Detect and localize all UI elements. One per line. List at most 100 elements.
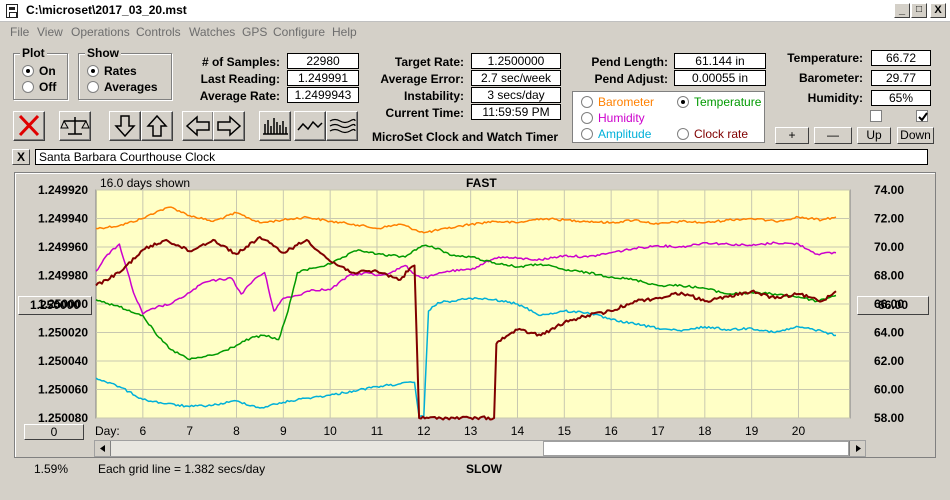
checkmark-icon [918, 112, 928, 122]
radio-icon [581, 128, 593, 140]
menu-help[interactable]: Help [332, 25, 357, 39]
menu-operations[interactable]: Operations [71, 25, 130, 39]
x-tick-label: 9 [280, 424, 287, 438]
scroll-thumb[interactable] [543, 441, 849, 456]
move-right-button[interactable] [213, 111, 245, 141]
histogram-button[interactable] [259, 111, 291, 141]
show-averages-radio[interactable]: Averages [87, 80, 158, 94]
source-temperature-radio[interactable]: Temperature [677, 95, 761, 109]
radio-icon [22, 81, 34, 93]
menu-file[interactable]: File [10, 25, 30, 39]
stop-button[interactable] [13, 111, 45, 141]
checkbox-left[interactable] [870, 110, 882, 122]
show-rates-radio[interactable]: Rates [87, 64, 137, 78]
balance-button[interactable] [59, 111, 91, 141]
x-tick-label: 16 [604, 424, 618, 438]
x-tick-label: 14 [511, 424, 525, 438]
close-button[interactable]: X [930, 3, 946, 18]
menu-view[interactable]: View [37, 25, 63, 39]
source-clock-rate-radio[interactable]: Clock rate [677, 127, 748, 141]
move-up-button[interactable] [141, 111, 173, 141]
source-clock-rate-label: Clock rate [694, 127, 749, 141]
balance-icon [60, 117, 90, 135]
pend-adjust-label: Pend Adjust: [594, 72, 668, 86]
slow-label: SLOW [466, 462, 502, 476]
plot-off-radio[interactable]: Off [22, 80, 56, 94]
multi-wave-icon [329, 118, 356, 134]
scale-plus-button[interactable]: + [775, 127, 809, 144]
checkbox-right[interactable] [916, 110, 928, 122]
temperature-label: Temperature: [787, 51, 863, 65]
radio-selected-icon [677, 96, 689, 108]
right-tick-label: 62.00 [874, 354, 904, 368]
left-tick-label: 1.249920 [38, 183, 88, 197]
scroll-left-button[interactable] [95, 441, 111, 456]
close-icon [18, 114, 40, 137]
right-tick-label: 70.00 [874, 240, 904, 254]
x-tick-label: 8 [233, 424, 240, 438]
left-scale-center-button[interactable]: 1.250000 [18, 296, 92, 315]
series-line-humidity [95, 241, 837, 315]
menu-configure[interactable]: Configure [273, 25, 326, 39]
move-down-button[interactable] [109, 111, 141, 141]
maximize-button[interactable]: □ [911, 3, 927, 18]
average-error-label: Average Error: [380, 72, 464, 86]
menu-controls[interactable]: Controls [136, 25, 181, 39]
current-time-value: 11:59:59 PM [471, 104, 561, 120]
target-rate-value: 1.2500000 [471, 53, 561, 69]
line-plot-button[interactable] [294, 111, 326, 141]
current-time-label: Current Time: [385, 106, 464, 120]
plot-on-label: On [39, 64, 56, 78]
multi-plot-button[interactable] [326, 111, 358, 141]
humidity-label: Humidity: [807, 91, 863, 105]
x-tick-label: 11 [371, 424, 384, 438]
x-tick-label: 20 [792, 424, 806, 438]
scroll-right-button[interactable] [849, 441, 865, 456]
right-scale-center-button[interactable]: 66.00 [857, 296, 929, 315]
radio-icon [677, 128, 689, 140]
show-averages-label: Averages [104, 80, 158, 94]
source-amplitude-label: Amplitude [598, 127, 652, 141]
radio-icon [581, 96, 593, 108]
chart-frame [14, 172, 936, 458]
target-rate-label: Target Rate: [394, 55, 464, 69]
left-tick-label: 1.250060 [38, 383, 88, 397]
arrow-up-icon [146, 114, 168, 137]
series-line-clock-rate [95, 236, 837, 421]
menu-watches[interactable]: Watches [189, 25, 236, 39]
source-barometer-radio[interactable]: Barometer [581, 95, 654, 109]
move-left-button[interactable] [182, 111, 214, 141]
horizontal-scrollbar[interactable] [94, 440, 866, 457]
source-humidity-radio[interactable]: Humidity [581, 111, 645, 125]
minimize-button[interactable]: _ [894, 3, 910, 18]
clock-name-field[interactable]: Santa Barbara Courthouse Clock [35, 149, 928, 165]
scale-down-button[interactable]: Down [897, 127, 934, 144]
clear-clock-button[interactable]: X [12, 149, 30, 165]
show-rates-label: Rates [104, 64, 137, 78]
source-amplitude-radio[interactable]: Amplitude [581, 127, 651, 141]
right-tick-label: 74.00 [874, 183, 904, 197]
plot-on-radio[interactable]: On [22, 64, 56, 78]
right-tick-label: 60.00 [874, 383, 904, 397]
series-line-amplitude [95, 297, 837, 418]
left-tick-label: 1.249980 [38, 269, 88, 283]
right-tick-label: 72.00 [874, 212, 904, 226]
title-bar: C:\microset\2017_03_20.mst _ □ X [0, 0, 950, 22]
offset-button[interactable]: 0 [24, 424, 84, 440]
x-axis-ticks: 6 7 8 9 10 11 12 13 14 15 16 17 18 19 20 [139, 424, 805, 438]
x-tick-label: 19 [745, 424, 759, 438]
samples-value: 22980 [287, 53, 359, 69]
scale-up-button[interactable]: Up [857, 127, 891, 144]
last-reading-label: Last Reading: [200, 72, 280, 86]
right-tick-label: 64.00 [874, 326, 904, 340]
scale-minus-button[interactable]: — [814, 127, 852, 144]
triangle-left-icon [100, 445, 105, 452]
plot-group: Plot On Off [13, 46, 68, 100]
pend-adjust-value: 0.00055 in [674, 70, 766, 86]
menu-gps[interactable]: GPS [242, 25, 268, 39]
fast-label: FAST [466, 176, 497, 190]
last-reading-value: 1.249991 [287, 70, 359, 86]
source-barometer-label: Barometer [598, 95, 655, 109]
grid-line-note: Each grid line = 1.382 secs/day [98, 462, 266, 476]
